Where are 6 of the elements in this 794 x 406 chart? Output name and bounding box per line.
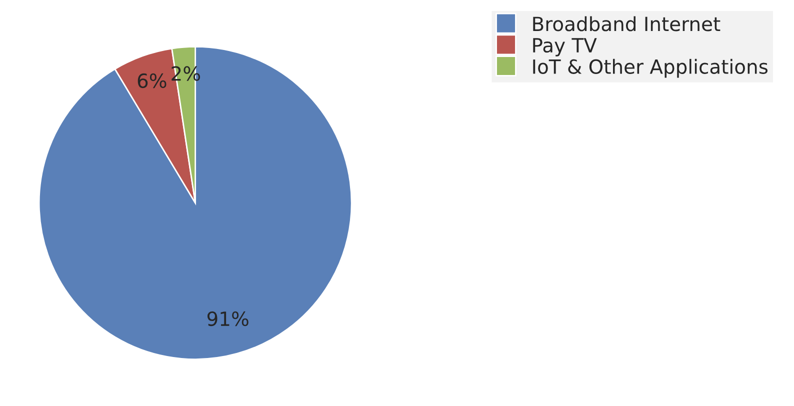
data-label: 6%	[138, 73, 166, 88]
data-label: 91%	[207, 311, 248, 326]
pie-slice	[38, 46, 352, 360]
legend-label: Pay TV	[533, 38, 597, 56]
legend-label: Broadband Internet	[533, 16, 720, 32]
legend-label: IoT & Other Applications	[533, 58, 768, 78]
